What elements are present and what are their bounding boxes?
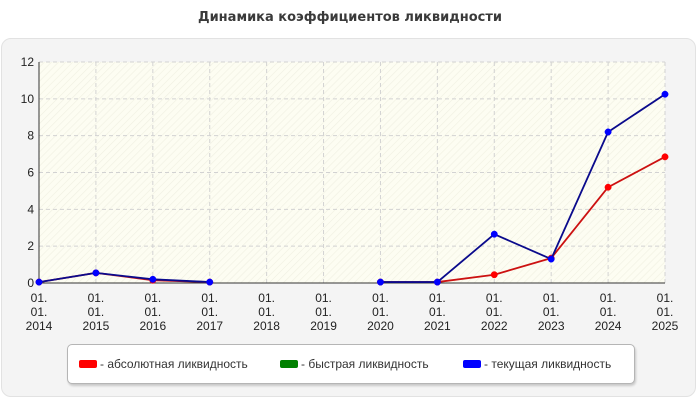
legend-swatch-quick-liquidity: [280, 360, 298, 368]
series-current-liquidity-point: [433, 278, 441, 286]
series-current-liquidity-point: [92, 269, 100, 277]
legend-item-absolute-liquidity[interactable]: - абсолютная ликвидность: [79, 345, 248, 383]
y-tick-label: 8: [27, 129, 34, 143]
series-current-liquidity-line: [38, 271, 210, 283]
series-absolute-liquidity-point: [490, 271, 498, 279]
x-tick-label: 01. 01. 2018: [253, 291, 280, 333]
series-current-liquidity-point: [35, 278, 43, 286]
chart-legend: - абсолютная ликвидность - быстрая ликви…: [67, 344, 635, 384]
series-absolute-liquidity-point: [604, 183, 612, 191]
legend-label-current-liquidity: - текущая ликвидность: [484, 357, 612, 371]
chart-title: Динамика коэффициентов ликвидности: [198, 10, 502, 25]
x-tick-label: 01. 01. 2020: [367, 291, 394, 333]
series-absolute-liquidity-point: [661, 153, 669, 161]
x-tick-label: 01. 01. 2014: [26, 291, 53, 333]
legend-swatch-current-liquidity: [463, 360, 481, 368]
legend-label-quick-liquidity: - быстрая ликвидность: [301, 357, 429, 371]
y-tick-label: 0: [27, 276, 34, 290]
x-tick-label: 01. 01. 2022: [481, 291, 508, 333]
legend-label-absolute-liquidity: - абсолютная ликвидность: [100, 357, 248, 371]
legend-item-current-liquidity[interactable]: - текущая ликвидность: [463, 345, 611, 383]
x-tick-label: 01. 01. 2019: [310, 291, 337, 333]
series-current-liquidity-point: [604, 128, 612, 136]
x-tick-label: 01. 01. 2015: [83, 291, 110, 333]
y-tick-label: 10: [21, 92, 35, 106]
series-current-liquidity-point: [377, 278, 384, 286]
y-tick-label: 6: [27, 166, 34, 180]
x-tick-label: 01. 01. 2024: [595, 291, 622, 333]
x-tick-label: 01. 01. 2023: [538, 291, 565, 333]
legend-item-quick-liquidity[interactable]: - быстрая ликвидность: [280, 345, 429, 383]
series-current-liquidity-point: [206, 278, 214, 286]
x-tick-label: 01. 01. 2021: [424, 291, 451, 333]
x-tick-label: 01. 01. 2025: [652, 291, 679, 333]
series-current-liquidity-point: [149, 275, 157, 283]
y-tick-label: 2: [27, 239, 34, 253]
y-tick-label: 12: [21, 55, 35, 69]
series-current-liquidity-point: [661, 90, 669, 98]
series-current-liquidity-point: [547, 255, 555, 263]
series-current-liquidity-line: [380, 93, 666, 283]
legend-swatch-absolute-liquidity: [79, 360, 97, 368]
x-tick-label: 01. 01. 2017: [196, 291, 223, 333]
series-current-liquidity-point: [490, 230, 498, 238]
x-tick-label: 01. 01. 2016: [139, 291, 166, 333]
y-tick-label: 4: [27, 202, 34, 216]
